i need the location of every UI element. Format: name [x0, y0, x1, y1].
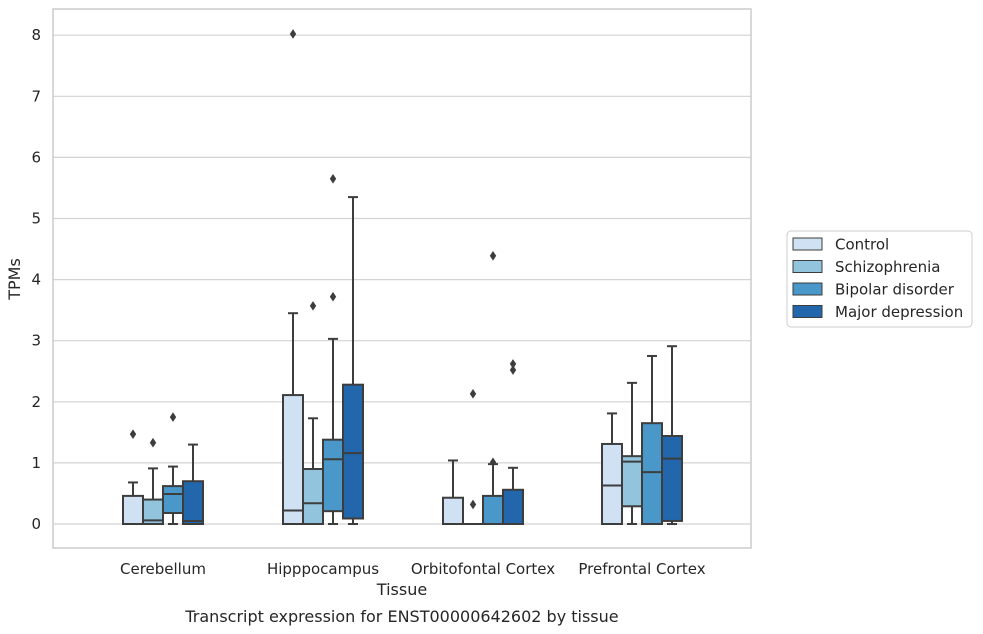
box-iqr [322, 438, 344, 513]
box-major-depression [661, 345, 683, 525]
legend-label: Schizophrenia [835, 258, 940, 276]
chart-caption: Transcript expression for ENST0000064260… [184, 607, 618, 626]
y-tick-label: 6 [31, 148, 41, 166]
y-tick-labels: 0 1 2 3 4 5 6 7 8 [31, 26, 41, 533]
outlier-point [149, 437, 157, 448]
box-iqr [162, 485, 184, 515]
outlier-point [509, 365, 517, 375]
y-tick-label: 1 [31, 454, 41, 472]
box-control [122, 429, 144, 526]
y-tick-label: 5 [31, 210, 41, 228]
x-tick-labels: Cerebellum Hipppocampus Orbitofontal Corte… [120, 560, 706, 578]
box-major-depression [502, 359, 524, 525]
legend-items: Control Schizophrenia Bipolar disorder Majo… [792, 236, 963, 321]
outlier-point [329, 291, 337, 302]
box-major-depression [182, 443, 204, 526]
box-iqr [661, 435, 683, 522]
box-major-depression [342, 196, 364, 525]
legend-swatch [792, 305, 823, 318]
box-iqr [482, 494, 504, 526]
y-tick-label: 7 [31, 87, 41, 105]
outlier-point [489, 457, 497, 468]
box-iqr [342, 383, 364, 520]
outlier-point [489, 250, 497, 261]
box-control [282, 29, 304, 526]
box-control [442, 459, 464, 525]
legend-swatch [792, 237, 823, 251]
box-control [601, 412, 623, 526]
x-tick-label: Cerebellum [120, 560, 206, 578]
y-axis-label: TPMs [5, 258, 24, 301]
y-tick-label: 4 [31, 271, 41, 289]
y-tick-label: 3 [31, 332, 41, 350]
box-schizophrenia [142, 437, 164, 525]
legend-swatch [792, 282, 823, 296]
x-axis-label: Tissue [376, 580, 427, 599]
box-iqr [601, 442, 623, 526]
outlier-point [129, 429, 137, 439]
y-tick-label: 0 [31, 515, 41, 533]
box-bipolar-disorder [482, 250, 504, 526]
x-tick-label: Hipppocampus [267, 560, 379, 578]
legend-swatch [792, 260, 823, 273]
y-tick-label: 8 [31, 26, 41, 44]
box-schizophrenia [621, 381, 643, 525]
legend-label: Bipolar disorder [835, 281, 955, 299]
legend-frame [786, 230, 973, 328]
box-iqr [182, 480, 204, 526]
outlier-point [309, 301, 317, 311]
y-tick-label: 2 [31, 393, 41, 411]
box-schizophrenia [462, 389, 484, 526]
box-iqr [621, 455, 643, 508]
outlier-point [329, 173, 337, 184]
outlier-point [469, 389, 477, 399]
legend: Control Schizophrenia Bipolar disorder Majo… [786, 230, 973, 328]
x-tick-label: Orbitofontal Cortex [411, 560, 555, 578]
grid-lines [53, 34, 751, 525]
box-schizophrenia [302, 301, 324, 526]
box-iqr [641, 422, 663, 525]
box-bipolar-disorder [162, 412, 184, 525]
legend-label: Major depression [835, 303, 963, 321]
box-iqr [302, 468, 324, 526]
box-iqr [282, 394, 304, 526]
plot-frame [52, 8, 752, 549]
legend-label: Control [835, 236, 889, 254]
box-bipolar-disorder [641, 354, 663, 525]
box-bipolar-disorder [322, 173, 344, 525]
box-iqr [122, 494, 144, 526]
box-iqr [442, 496, 464, 525]
outlier-point [289, 29, 297, 39]
x-tick-label: Prefrontal Cortex [578, 560, 705, 578]
outlier-point [169, 412, 177, 422]
outlier-point [469, 499, 477, 510]
box-iqr [502, 488, 524, 525]
boxes [122, 29, 683, 526]
outlier-point [509, 359, 517, 369]
